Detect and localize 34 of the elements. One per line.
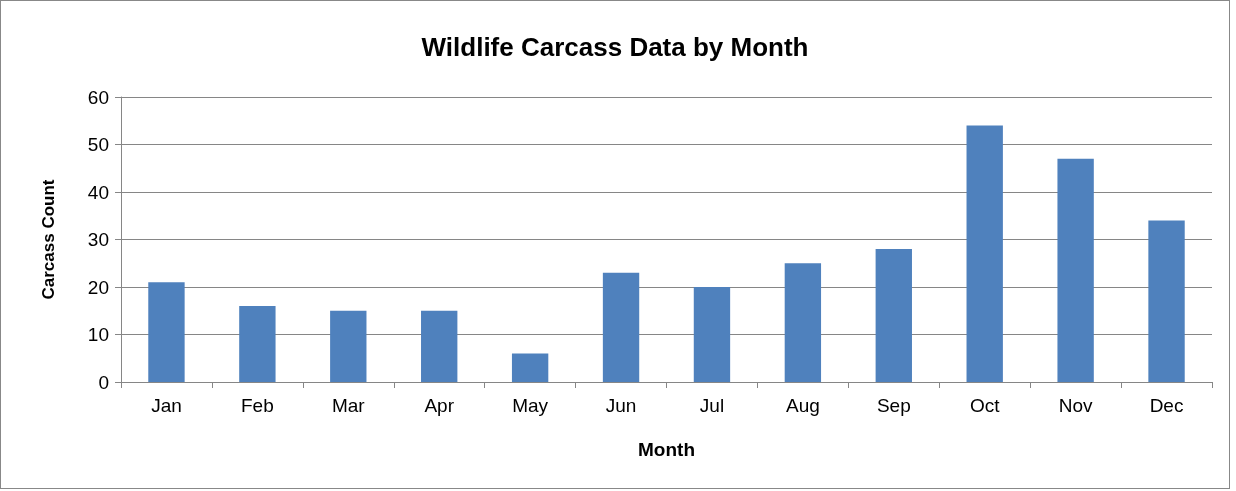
x-tick-label: Sep <box>876 395 911 416</box>
x-tick-label: Nov <box>1058 395 1094 416</box>
y-tick-label: 10 <box>87 324 109 345</box>
x-tick-label: Jan <box>151 395 182 416</box>
y-tick-label: 0 <box>98 371 109 393</box>
bar <box>421 310 458 382</box>
bar <box>875 249 912 382</box>
bar <box>511 353 549 382</box>
bar <box>784 263 822 382</box>
bar <box>602 272 640 382</box>
x-tick-label: May <box>512 395 549 416</box>
x-tick-label: Feb <box>241 395 274 416</box>
bar <box>239 306 276 382</box>
x-tick-label: Jul <box>699 395 725 416</box>
bar <box>693 287 731 382</box>
y-tick-label: 50 <box>87 134 109 155</box>
x-tick-label: Dec <box>1149 395 1184 416</box>
x-tick-label: Aug <box>785 395 820 416</box>
y-tick-label: 20 <box>87 276 109 298</box>
x-tick-label: Oct <box>969 395 1001 416</box>
x-tick-label: Jun <box>605 395 637 416</box>
bar <box>148 282 185 382</box>
y-tick-label: 60 <box>87 86 109 108</box>
x-tick-label: Mar <box>331 395 366 416</box>
bar <box>330 310 367 382</box>
y-tick-label: 40 <box>87 181 109 203</box>
bar <box>1148 220 1185 382</box>
y-axis-title: Carcass Count <box>39 179 58 300</box>
x-tick-label: Apr <box>424 395 455 416</box>
x-axis-title: Month <box>638 439 695 460</box>
bar <box>966 125 1003 382</box>
chart-title: Wildlife Carcass Data by Month <box>421 32 809 62</box>
y-tick-label: 30 <box>87 229 109 250</box>
bar <box>1057 158 1094 382</box>
